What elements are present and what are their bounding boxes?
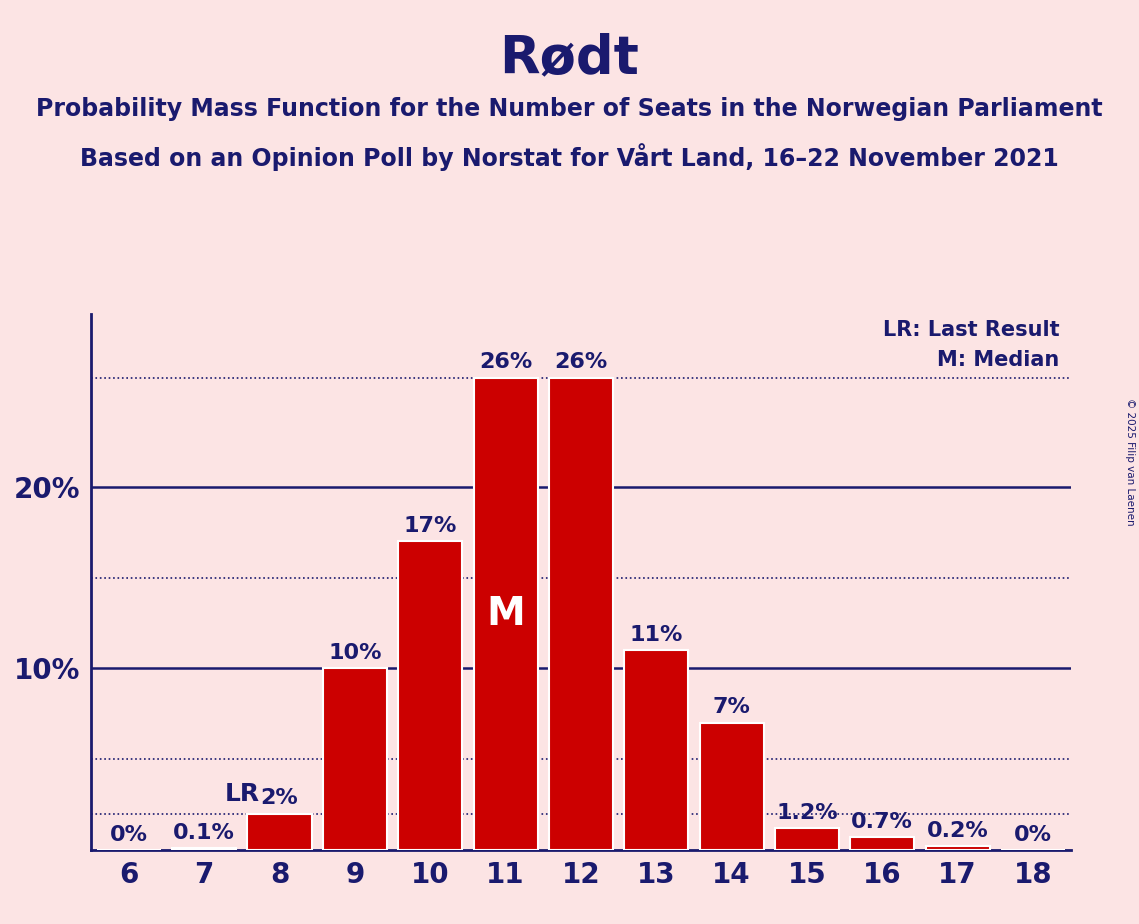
Text: 0.2%: 0.2% bbox=[927, 821, 989, 841]
Text: 1.2%: 1.2% bbox=[776, 803, 838, 823]
Text: LR: LR bbox=[224, 783, 260, 807]
Text: 11%: 11% bbox=[630, 625, 683, 645]
Bar bbox=[850, 837, 915, 850]
Bar bbox=[775, 828, 839, 850]
Text: M: Median: M: Median bbox=[937, 350, 1059, 371]
Text: Based on an Opinion Poll by Norstat for Vårt Land, 16–22 November 2021: Based on an Opinion Poll by Norstat for … bbox=[80, 143, 1059, 171]
Text: 0.7%: 0.7% bbox=[851, 812, 913, 832]
Text: Rødt: Rødt bbox=[500, 32, 639, 84]
Text: 2%: 2% bbox=[261, 788, 298, 808]
Bar bbox=[624, 650, 688, 850]
Text: Probability Mass Function for the Number of Seats in the Norwegian Parliament: Probability Mass Function for the Number… bbox=[36, 97, 1103, 121]
Bar bbox=[322, 668, 387, 850]
Bar bbox=[926, 846, 990, 850]
Bar bbox=[172, 848, 236, 850]
Bar bbox=[474, 378, 538, 850]
Text: 26%: 26% bbox=[478, 352, 532, 372]
Bar bbox=[699, 723, 763, 850]
Bar bbox=[549, 378, 613, 850]
Text: © 2025 Filip van Laenen: © 2025 Filip van Laenen bbox=[1125, 398, 1134, 526]
Text: 0%: 0% bbox=[1014, 824, 1052, 845]
Bar bbox=[399, 541, 462, 850]
Text: 0.1%: 0.1% bbox=[173, 822, 235, 843]
Text: 17%: 17% bbox=[403, 516, 457, 536]
Text: M: M bbox=[486, 595, 525, 633]
Text: 26%: 26% bbox=[555, 352, 607, 372]
Bar bbox=[247, 814, 311, 850]
Text: 0%: 0% bbox=[109, 824, 148, 845]
Text: 10%: 10% bbox=[328, 643, 382, 663]
Text: 7%: 7% bbox=[713, 698, 751, 717]
Text: LR: Last Result: LR: Last Result bbox=[883, 320, 1059, 340]
